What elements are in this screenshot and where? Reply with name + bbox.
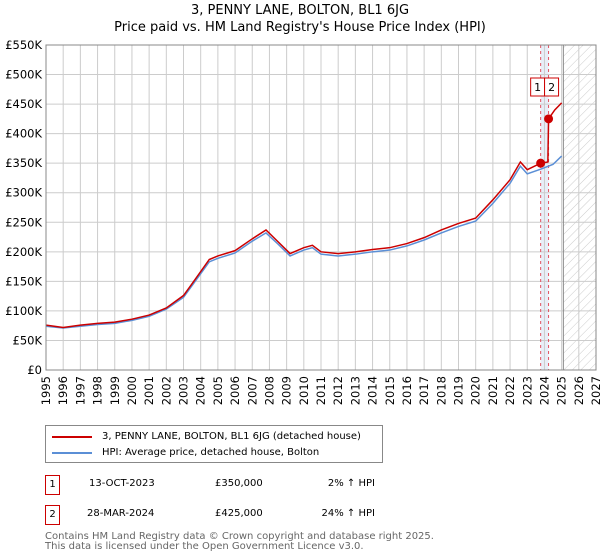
legend-property-label: 3, PENNY LANE, BOLTON, BL1 6JG (detached… [102, 431, 361, 442]
x-tick-label: 2009 [280, 376, 294, 405]
sale-price: £425,000 [215, 508, 263, 519]
sale-row: 2 28-MAR-2024 £425,000 24% ↑ HPI [45, 505, 375, 525]
title-line1: 3, PENNY LANE, BOLTON, BL1 6JG [190, 3, 410, 18]
x-tick-label: 2004 [194, 376, 208, 405]
legend: 3, PENNY LANE, BOLTON, BL1 6JG (detached… [45, 425, 383, 463]
x-tick-label: 2005 [211, 376, 225, 405]
y-tick-label: £200K [5, 245, 42, 259]
chart-title: 3, PENNY LANE, BOLTON, BL1 6JG Price paid… [0, 2, 600, 36]
x-tick-label: 2023 [520, 376, 534, 405]
legend-hpi-label: HPI: Average price, detached house, Bolt… [102, 447, 320, 458]
x-tick-label: 1996 [56, 376, 70, 405]
sale-label: 1 [534, 81, 541, 94]
y-tick-label: £100K [5, 304, 42, 318]
y-tick-label: £250K [5, 215, 42, 229]
sale-price: £350,000 [215, 478, 263, 489]
x-tick-label: 2013 [348, 376, 362, 405]
x-tick-label: 2016 [400, 376, 414, 405]
x-tick-label: 2007 [245, 376, 259, 405]
x-tick-label: 2001 [142, 376, 156, 405]
sale-date: 13-OCT-2023 [89, 478, 155, 489]
forecast-hatch [563, 45, 596, 370]
y-tick-label: £550K [5, 38, 42, 52]
y-tick-label: £500K [5, 68, 42, 82]
x-tick-label: 2021 [486, 376, 500, 405]
x-tick-label: 2012 [331, 376, 345, 405]
x-tick-label: 2000 [125, 376, 139, 405]
sale-badge: 1 [45, 475, 60, 495]
x-tick-label: 1999 [108, 376, 122, 405]
x-tick-label: 2015 [383, 376, 397, 405]
legend-red-line [52, 435, 92, 438]
legend-property: 3, PENNY LANE, BOLTON, BL1 6JG (detached… [52, 431, 361, 442]
x-tick-label: 2018 [434, 376, 448, 405]
x-tick-label: 2020 [469, 376, 483, 405]
x-tick-label: 2022 [503, 376, 517, 405]
sale-row: 1 13-OCT-2023 £350,000 2% ↑ HPI [45, 475, 375, 495]
x-tick-label: 2010 [297, 376, 311, 405]
sale-hpi-change: 2% ↑ HPI [327, 478, 375, 489]
legend-hpi: HPI: Average price, detached house, Bolt… [52, 447, 319, 458]
plot-border [45, 44, 597, 371]
y-tick-label: £300K [5, 186, 42, 200]
x-tick-label: 2014 [366, 376, 380, 405]
sale-point [544, 114, 554, 124]
x-tick-label: 2027 [589, 376, 600, 405]
sale-label: 2 [548, 81, 555, 94]
legend-blue-line [52, 451, 92, 454]
x-tick-label: 2026 [572, 376, 586, 405]
x-tick-label: 2011 [314, 376, 328, 405]
x-tick-label: 2002 [159, 376, 173, 405]
y-tick-label: £400K [5, 127, 42, 141]
hpi-line [45, 155, 563, 329]
x-tick-label: 2006 [228, 376, 242, 405]
x-tick-label: 2024 [537, 376, 551, 405]
property-price-line [45, 102, 563, 329]
x-tick-label: 2017 [417, 376, 431, 405]
sale-badge: 2 [45, 505, 60, 525]
plot-area: 1995 1996 1997 1998 1999 2000 2001 2002 2003 2004… [5, 38, 600, 405]
sale-label-box [544, 77, 560, 97]
x-tick-label: 1998 [91, 376, 105, 405]
x-tick-label: 2019 [452, 376, 466, 405]
sale-point [536, 158, 546, 168]
footer-line1: Contains HM Land Registry data © Crown c… [45, 531, 434, 542]
y-tick-label: £350K [5, 156, 42, 170]
footer-line2: This data is licensed under the Open Gov… [45, 541, 364, 552]
y-tick-label: £450K [5, 97, 42, 111]
sale-hpi-change: 24% ↑ HPI [321, 508, 375, 519]
y-tick-label: £50K [13, 333, 43, 347]
x-tick-label: 1995 [39, 376, 53, 405]
sale-date: 28-MAR-2024 [87, 508, 155, 519]
title-line2: Price paid vs. HM Land Registry's House … [114, 20, 486, 35]
y-tick-label: £150K [5, 274, 42, 288]
footer: Contains HM Land Registry data © Crown c… [45, 532, 434, 552]
x-tick-label: 2008 [262, 376, 276, 405]
x-tick-label: 2025 [555, 376, 569, 405]
y-tick-label: £0 [27, 363, 42, 377]
x-tick-label: 2003 [177, 376, 191, 405]
x-tick-label: 1997 [73, 376, 87, 405]
